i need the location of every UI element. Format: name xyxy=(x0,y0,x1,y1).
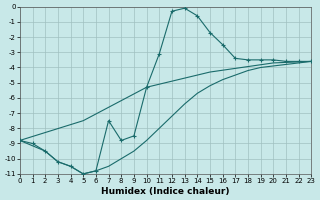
X-axis label: Humidex (Indice chaleur): Humidex (Indice chaleur) xyxy=(101,187,230,196)
